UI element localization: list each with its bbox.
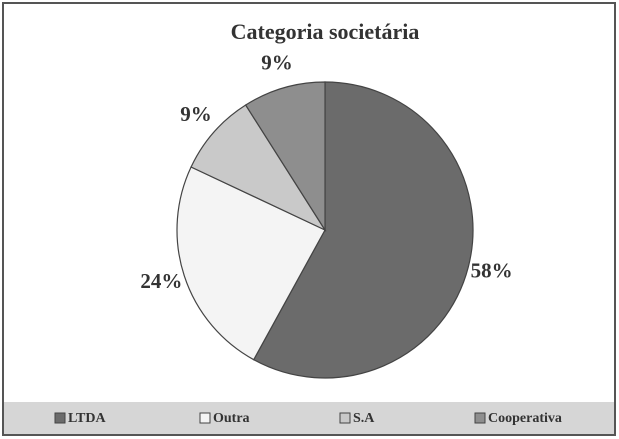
legend-label: Outra: [213, 411, 250, 426]
chart-title: Categoria societária: [231, 19, 420, 44]
data-label: 24%: [140, 269, 182, 293]
pie-slice: [190, 104, 327, 232]
legend-label: LTDA: [68, 411, 107, 426]
data-label: 9%: [261, 51, 293, 75]
legend-label: Cooperativa: [488, 411, 562, 426]
pie-slice: [252, 81, 474, 379]
legend-swatch: [339, 412, 351, 424]
legend-label: S.A: [353, 411, 375, 426]
legend-swatch: [199, 412, 211, 424]
legend-swatch: [474, 412, 486, 424]
data-label: 9%: [180, 102, 212, 126]
pie-slice: [176, 166, 326, 361]
legend-swatch: [54, 412, 66, 424]
legend-band: [4, 402, 614, 434]
data-label: 58%: [471, 259, 513, 283]
pie-slice: [244, 81, 326, 233]
